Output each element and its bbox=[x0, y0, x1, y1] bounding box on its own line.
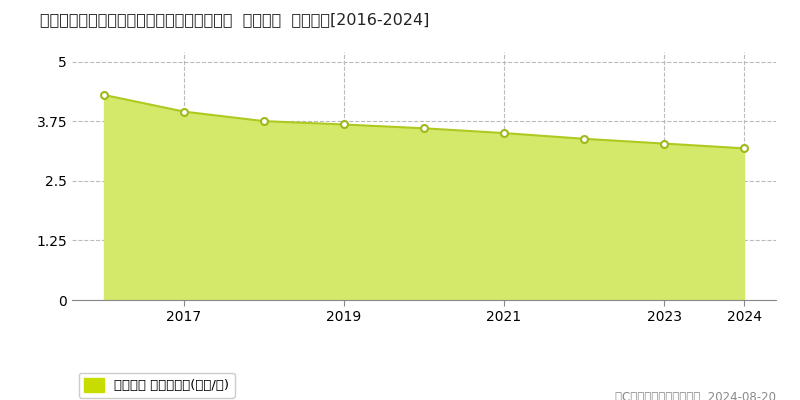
Text: （C）土地価格ドットコム  2024-08-20: （C）土地価格ドットコム 2024-08-20 bbox=[615, 391, 776, 400]
Text: 愛知県知多郡南知多町大字山海字小山８９番  地価公示  地価推移[2016-2024]: 愛知県知多郡南知多町大字山海字小山８９番 地価公示 地価推移[2016-2024… bbox=[40, 12, 430, 27]
Legend: 地価公示 平均坪単価(万円/坪): 地価公示 平均坪単価(万円/坪) bbox=[78, 373, 234, 398]
